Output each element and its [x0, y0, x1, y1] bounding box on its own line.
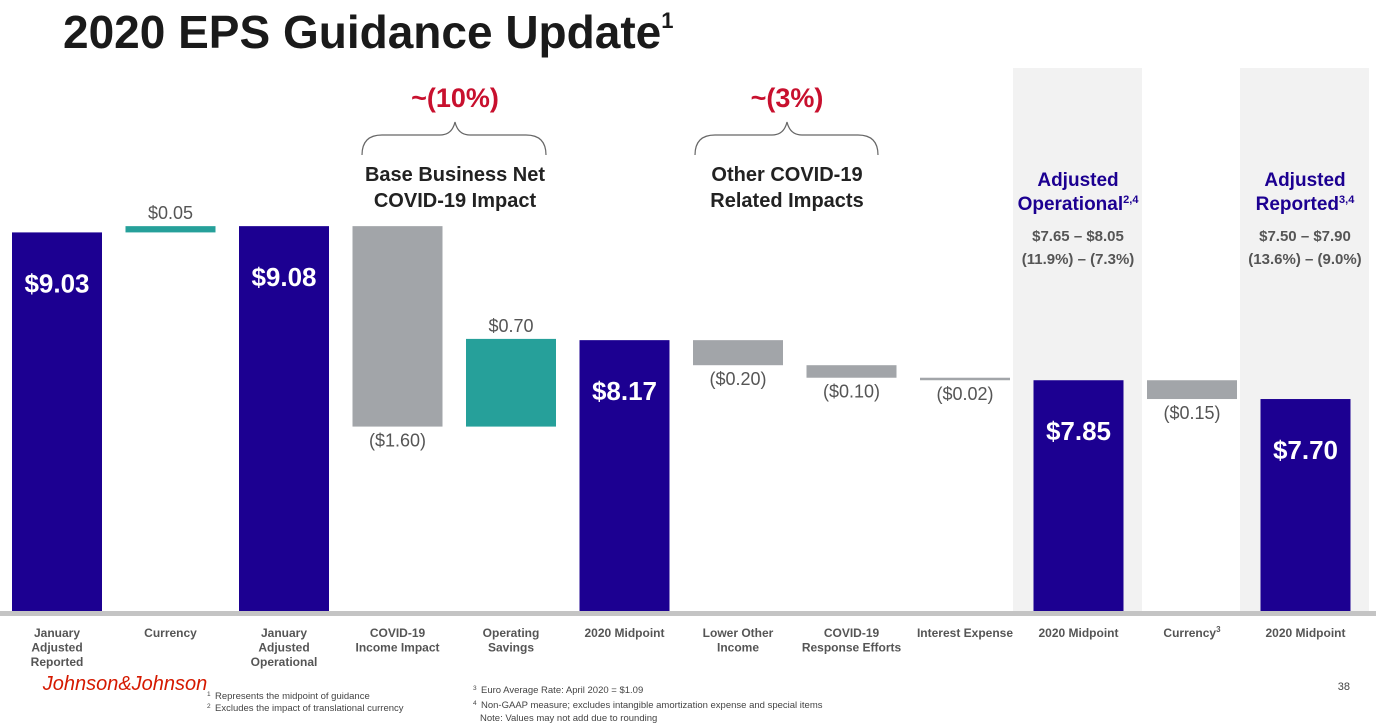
- value-label: $0.05: [148, 203, 193, 223]
- chart: $9.03 January Adjusted Reported $0.05 Currenc…: [12, 203, 1351, 669]
- value-label: ($0.10): [823, 382, 880, 402]
- value-label: $8.17: [592, 376, 657, 406]
- value-label: ($1.60): [369, 431, 426, 451]
- footnote-text: Euro Average Rate: April 2020 = $1.09: [481, 685, 643, 696]
- category-text: COVID-19 Income Impact: [355, 626, 439, 655]
- bracket: [361, 121, 547, 156]
- value-label: $9.08: [251, 262, 316, 292]
- category-superscript: 3: [1216, 625, 1221, 634]
- panel-superscript: 2,4: [1123, 194, 1139, 206]
- baseline: [0, 611, 1376, 616]
- x-tick-label: 2020 Midpoint: [584, 626, 664, 640]
- footnote-mark: 2: [207, 703, 211, 710]
- bar: [352, 226, 443, 427]
- category-text: Currency: [1163, 626, 1216, 640]
- panel-title: Adjusted: [1264, 170, 1345, 191]
- x-tick-label: COVID-19 Income Impact: [355, 626, 439, 655]
- footnote-text: Represents the midpoint of guidance: [215, 691, 370, 702]
- category-text: January Adjusted Operational: [251, 626, 318, 669]
- logo: Johnson&Johnson: [42, 673, 208, 695]
- bar: [806, 365, 897, 378]
- x-tick-label: Lower Other Income: [703, 626, 774, 655]
- x-tick-label: January Adjusted Reported: [31, 626, 84, 669]
- category-text: 2020 Midpoint: [1265, 626, 1345, 640]
- category-text: COVID-19 Response Efforts: [802, 626, 902, 655]
- bracket-label: ~(10%): [411, 83, 499, 113]
- category-text: January Adjusted Reported: [31, 626, 84, 669]
- footnote-mark: 3: [473, 685, 477, 692]
- note: Note: Values may not add due to rounding: [480, 713, 657, 724]
- x-tick-label: Currency3: [1163, 625, 1221, 640]
- panel-growth: (11.9%) – (7.3%): [1022, 251, 1135, 268]
- x-tick-label: January Adjusted Operational: [251, 626, 318, 669]
- panel-range: $7.65 – $8.05: [1032, 228, 1124, 245]
- x-tick-label: 2020 Midpoint: [1265, 626, 1345, 640]
- x-tick-label: 2020 Midpoint: [1038, 626, 1118, 640]
- bracket: [694, 121, 879, 156]
- title-text: 2020 EPS Guidance Update: [63, 6, 661, 58]
- footnote-text: Excludes the impact of translational cur…: [215, 703, 404, 714]
- category-text: Lower Other Income: [703, 626, 774, 655]
- value-label: $9.03: [24, 268, 89, 298]
- bar: [1260, 399, 1351, 612]
- value-label: ($0.20): [709, 369, 766, 389]
- bar: [920, 377, 1010, 381]
- x-tick-label: Currency: [144, 626, 197, 640]
- panel-range: $7.50 – $7.90: [1259, 228, 1351, 245]
- x-tick-label: Interest Expense: [917, 626, 1013, 640]
- bar: [579, 340, 670, 612]
- category-text: 2020 Midpoint: [1038, 626, 1118, 640]
- category-text: Interest Expense: [917, 626, 1013, 640]
- slide-title: 2020 EPS Guidance Update1: [63, 6, 673, 58]
- footnote-mark: 4: [473, 700, 477, 707]
- bar: [125, 226, 216, 233]
- bracket-text: Related Impacts: [710, 190, 863, 212]
- panel-superscript: 3,4: [1339, 194, 1355, 206]
- value-label: ($0.02): [936, 384, 993, 404]
- bar: [12, 232, 102, 613]
- bar: [1033, 380, 1124, 612]
- panel-subtitle-text: Reported: [1256, 194, 1339, 215]
- value-label: $7.85: [1046, 416, 1111, 446]
- x-tick-label: Operating Savings: [483, 626, 540, 655]
- bracket-text: Other COVID-19: [711, 164, 862, 186]
- panel-subtitle: Reported3,4: [1256, 194, 1356, 215]
- footnote-text: Non-GAAP measure; excludes intangible am…: [481, 700, 823, 711]
- bar: [693, 340, 783, 366]
- page-number: 38: [1338, 681, 1350, 693]
- bracket-text: COVID-19 Impact: [374, 190, 537, 212]
- panel-texts: Adjusted Operational2,4 $7.65 – $8.05 (11.9…: [1018, 170, 1362, 268]
- title-superscript: 1: [661, 8, 673, 33]
- bar: [1147, 380, 1237, 400]
- value-label: $7.70: [1273, 435, 1338, 465]
- footnotes: 1 Represents the midpoint of guidance 2 Exc…: [207, 685, 823, 714]
- bar: [239, 226, 329, 612]
- category-text: Operating Savings: [483, 626, 540, 655]
- panel-subtitle: Operational2,4: [1018, 194, 1140, 215]
- panel-growth: (13.6%) – (9.0%): [1248, 251, 1361, 268]
- panel-title: Adjusted: [1037, 170, 1118, 191]
- bracket-label: ~(3%): [751, 83, 824, 113]
- category-text: 2020 Midpoint: [584, 626, 664, 640]
- value-label: ($0.15): [1163, 403, 1220, 423]
- panel-subtitle-text: Operational: [1018, 194, 1124, 215]
- x-tick-label: COVID-19 Response Efforts: [802, 626, 902, 655]
- bracket-text: Base Business Net: [365, 164, 545, 186]
- category-text: Currency: [144, 626, 197, 640]
- value-label: $0.70: [488, 316, 533, 336]
- bar: [466, 338, 556, 427]
- footnote-mark: 1: [207, 691, 211, 698]
